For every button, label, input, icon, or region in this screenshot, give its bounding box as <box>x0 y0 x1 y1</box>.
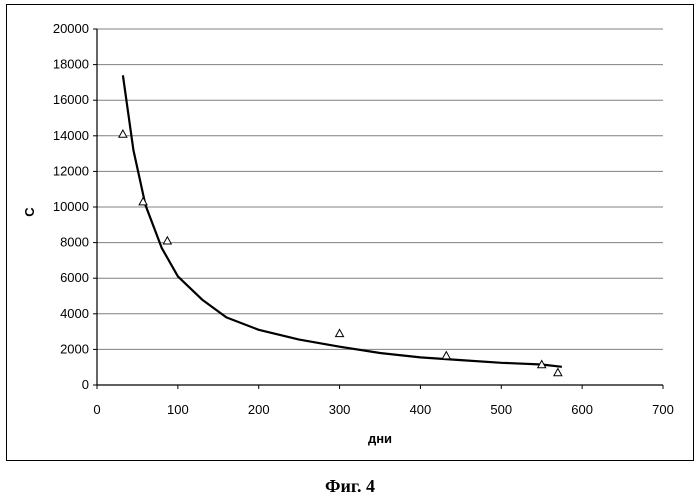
trendline <box>123 75 562 367</box>
x-tick-label: 100 <box>167 402 189 417</box>
y-tick-label: 18000 <box>53 57 89 72</box>
data-point <box>119 130 127 137</box>
chart: 0200040006000800010000120001400016000180… <box>0 0 700 470</box>
y-tick-labels: 0 2000 4000 6000 8000 10000 12000 14000 16000 180… <box>53 21 89 392</box>
chart-axes <box>93 29 663 389</box>
x-tick-labels: 0 100 200 300 400 500 600 700 <box>93 402 673 417</box>
y-axis-label: С <box>22 207 37 217</box>
x-tick-label: 600 <box>571 402 593 417</box>
data-point <box>554 369 562 376</box>
x-tick-label: 300 <box>329 402 351 417</box>
y-tick-label: 2000 <box>60 341 89 356</box>
figure-caption: Фиг. 4 <box>0 476 700 497</box>
data-point <box>139 198 147 205</box>
y-tick-label: 20000 <box>53 21 89 36</box>
y-tick-label: 12000 <box>53 163 89 178</box>
y-tick-label: 16000 <box>53 92 89 107</box>
y-tick-label: 8000 <box>60 235 89 250</box>
y-tick-label: 10000 <box>53 199 89 214</box>
data-point <box>163 237 171 244</box>
y-tick-label: 4000 <box>60 306 89 321</box>
x-tick-label: 0 <box>93 402 100 417</box>
x-axis-label: дни <box>368 431 392 446</box>
y-tick-label: 14000 <box>53 128 89 143</box>
data-point <box>336 329 344 336</box>
chart-gridlines <box>97 29 663 349</box>
y-tick-label: 6000 <box>60 270 89 285</box>
x-tick-label: 400 <box>410 402 432 417</box>
data-point <box>442 352 450 359</box>
x-tick-label: 500 <box>490 402 512 417</box>
x-tick-label: 700 <box>652 402 674 417</box>
x-tick-label: 200 <box>248 402 270 417</box>
chart-series <box>119 75 562 375</box>
y-tick-label: 0 <box>82 377 89 392</box>
